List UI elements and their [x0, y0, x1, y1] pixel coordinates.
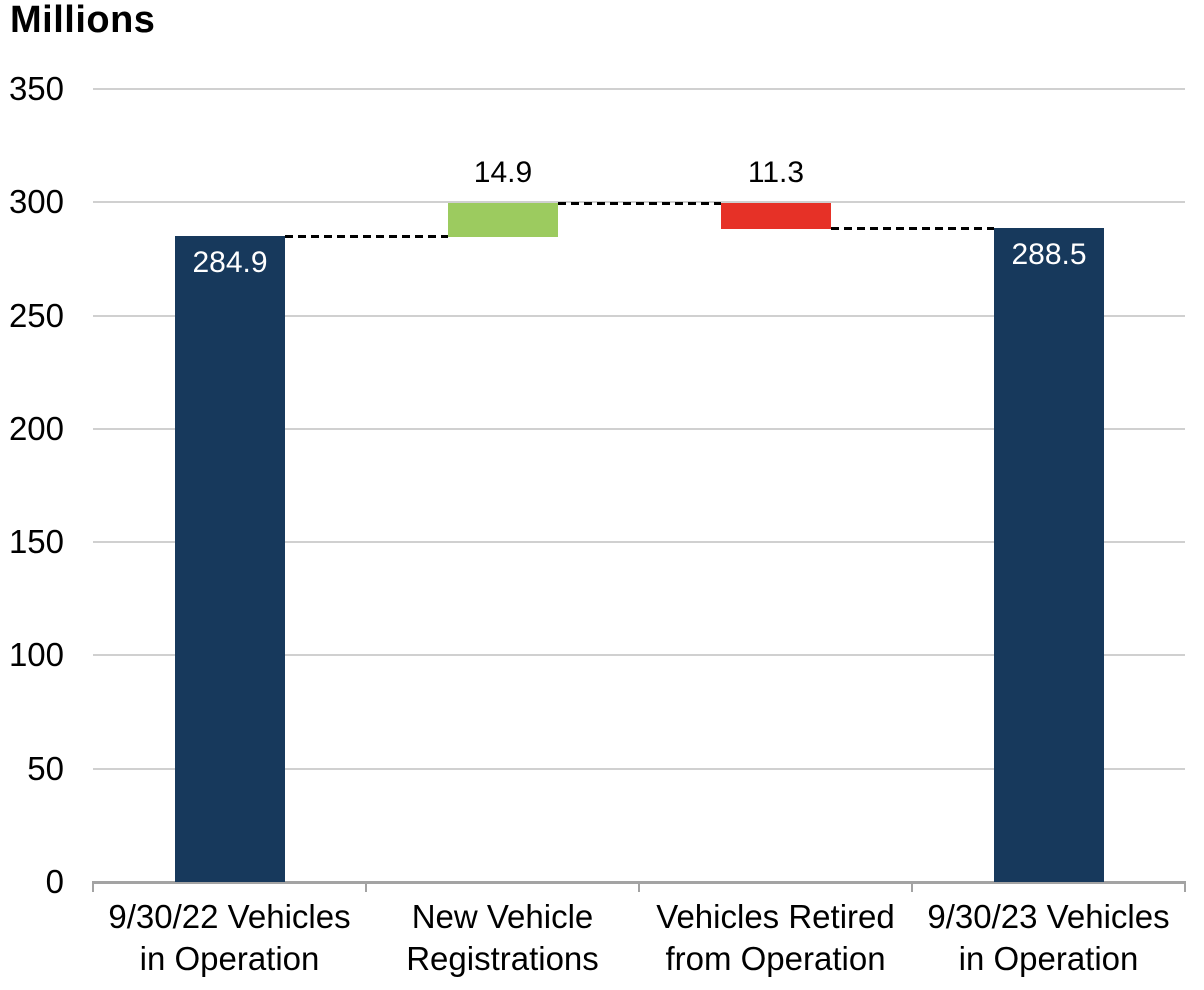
x-axis-tick	[1184, 882, 1186, 892]
x-axis-tick	[92, 882, 94, 892]
x-category-label-line: in Operation	[958, 940, 1139, 977]
y-tick-label: 300	[8, 183, 64, 220]
x-axis-tick	[638, 882, 640, 892]
y-gridline	[93, 654, 1185, 656]
y-tick-label: 150	[8, 523, 64, 560]
y-tick-label: 100	[8, 636, 64, 673]
waterfall-bar-total	[175, 236, 285, 882]
x-category-label: Vehicles Retired from Operation	[639, 896, 912, 980]
x-category-label-line: 9/30/22 Vehicles	[108, 898, 351, 935]
x-axis-tick	[365, 882, 367, 892]
y-tick-label: 250	[8, 297, 64, 334]
x-category-label-line: Vehicles Retired	[656, 898, 895, 935]
x-category-label-line: from Operation	[665, 940, 886, 977]
waterfall-bar-decrease	[721, 203, 831, 229]
y-gridline	[93, 541, 1185, 543]
x-category-label: 9/30/22 Vehicles in Operation	[93, 896, 366, 980]
x-category-label-line: in Operation	[139, 940, 320, 977]
bar-value-label: 14.9	[473, 156, 533, 189]
x-category-label: 9/30/23 Vehicles in Operation	[912, 896, 1185, 980]
y-gridline	[93, 315, 1185, 317]
waterfall-bar-increase	[448, 203, 558, 237]
y-axis-title: Millions	[10, 0, 156, 41]
y-gridline	[93, 768, 1185, 770]
y-gridline	[93, 88, 1185, 90]
x-axis-tick	[911, 882, 913, 892]
y-tick-label: 350	[8, 70, 64, 107]
y-tick-label: 200	[8, 410, 64, 447]
y-gridline	[93, 428, 1185, 430]
bar-value-label: 11.3	[747, 156, 805, 189]
y-tick-label: 0	[45, 863, 64, 900]
y-tick-label: 50	[27, 750, 64, 787]
x-category-label-line: 9/30/23 Vehicles	[927, 898, 1170, 935]
bar-value-label: 288.5	[1011, 238, 1087, 271]
waterfall-bar-total	[994, 228, 1104, 882]
x-category-label: New Vehicle Registrations	[366, 896, 639, 980]
waterfall-connector-line	[285, 235, 448, 238]
bar-value-label: 284.9	[192, 246, 268, 279]
waterfall-connector-line	[831, 227, 994, 230]
waterfall-connector-line	[558, 202, 721, 205]
x-category-label-line: Registrations	[406, 940, 599, 977]
x-category-label-line: New Vehicle	[411, 898, 594, 935]
